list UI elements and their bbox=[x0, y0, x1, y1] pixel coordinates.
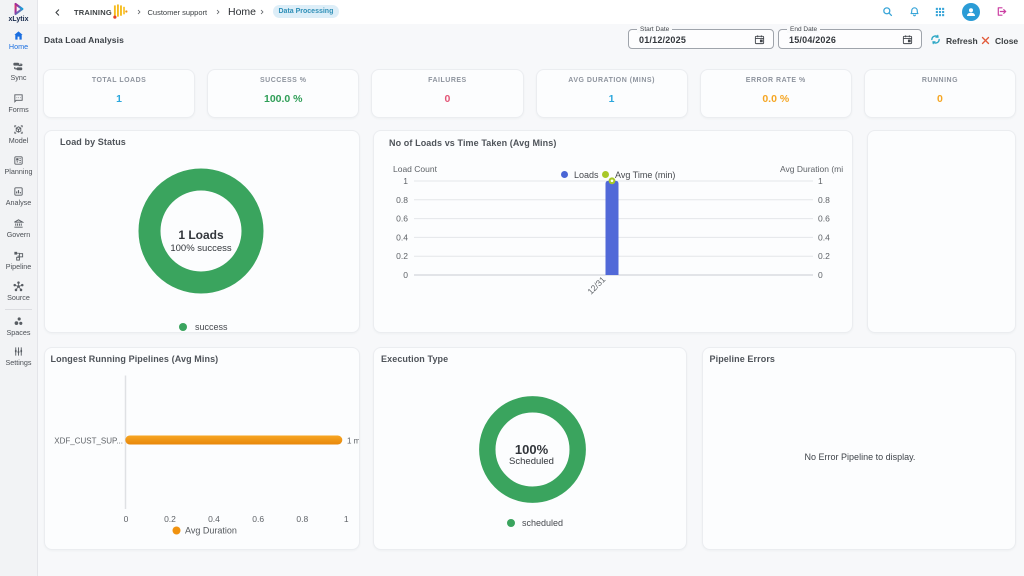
svg-text:1: 1 bbox=[818, 176, 823, 186]
svg-text:0.6: 0.6 bbox=[252, 514, 264, 524]
svg-text:0.8: 0.8 bbox=[818, 195, 830, 205]
svg-text:0.4: 0.4 bbox=[208, 514, 220, 524]
svg-text:0.8: 0.8 bbox=[396, 195, 408, 205]
svg-text:0.6: 0.6 bbox=[818, 214, 830, 224]
svg-text:1: 1 bbox=[344, 514, 349, 524]
svg-text:0: 0 bbox=[403, 270, 408, 280]
svg-text:0.6: 0.6 bbox=[396, 214, 408, 224]
svg-text:0.2: 0.2 bbox=[818, 251, 830, 261]
svg-text:0.4: 0.4 bbox=[818, 232, 830, 242]
svg-text:12/31: 12/31 bbox=[585, 274, 607, 296]
svg-text:Avg Duration: Avg Duration bbox=[185, 526, 237, 536]
svg-text:0: 0 bbox=[124, 514, 129, 524]
svg-text:0.2: 0.2 bbox=[396, 251, 408, 261]
svg-text:1 m: 1 m bbox=[347, 437, 359, 446]
svg-text:0.4: 0.4 bbox=[396, 232, 408, 242]
svg-text:0: 0 bbox=[818, 270, 823, 280]
svg-text:1: 1 bbox=[403, 176, 408, 186]
svg-text:0.2: 0.2 bbox=[164, 514, 176, 524]
svg-text:0.8: 0.8 bbox=[296, 514, 308, 524]
svg-text:XDF_CUST_SUP...: XDF_CUST_SUP... bbox=[54, 437, 123, 446]
